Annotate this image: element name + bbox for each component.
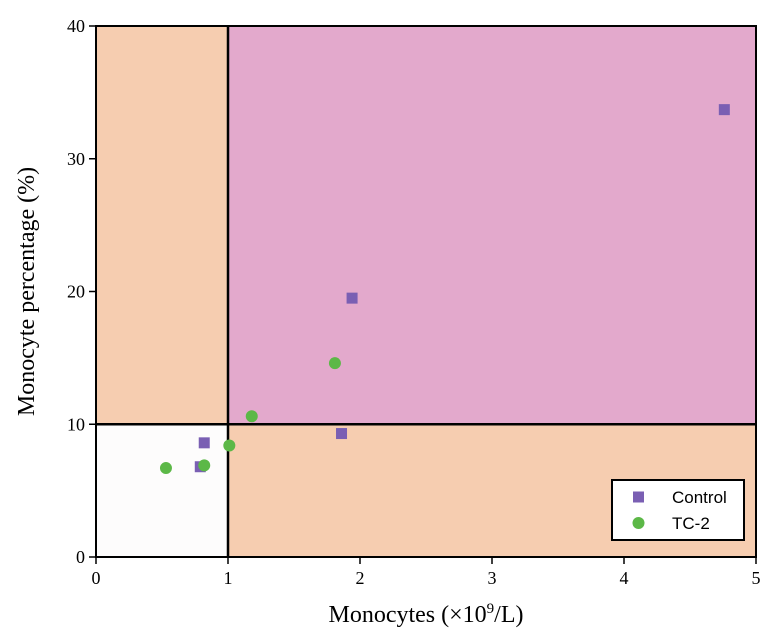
data-points <box>159 104 730 475</box>
x-tick-label: 1 <box>224 568 233 588</box>
legend-label-control: Control <box>672 488 727 507</box>
legend-label-tc-2: TC-2 <box>672 514 710 533</box>
x-tick-label: 2 <box>356 568 365 588</box>
x-axis-title-superscript: 9 <box>487 601 495 617</box>
point-tc-2 <box>198 459 211 472</box>
legend-marker-control <box>633 491 644 503</box>
x-tick-label: 5 <box>752 568 760 588</box>
x-axis-title-main: Monocytes (×10 <box>328 602 486 628</box>
x-axis-title-end: /L) <box>494 602 523 628</box>
point-tc-2 <box>245 410 258 423</box>
region-0 <box>96 26 228 425</box>
point-tc-2 <box>223 439 236 452</box>
x-axis-title: Monocytes (×109/L) <box>328 601 523 628</box>
point-control <box>336 428 348 440</box>
axis-ticks: 0 1 2 3 4 5 0 10 20 30 40 <box>67 16 760 588</box>
threshold-lines <box>96 26 756 557</box>
x-tick-label: 0 <box>92 568 101 588</box>
y-tick-label: 30 <box>67 149 85 169</box>
point-control <box>198 437 210 449</box>
legend-box <box>611 479 745 541</box>
y-axis-title: Monocyte percentage (%) <box>14 167 40 416</box>
point-control <box>718 104 730 116</box>
point-control <box>346 292 358 304</box>
threshold-regions <box>96 26 756 557</box>
x-tick-label: 4 <box>620 568 629 588</box>
y-tick-label: 10 <box>67 414 85 434</box>
legend: Control TC-2 <box>611 479 745 541</box>
point-tc-2 <box>328 357 341 370</box>
y-tick-label: 0 <box>76 547 85 567</box>
y-tick-label: 20 <box>67 282 85 302</box>
point-tc-2 <box>159 462 172 475</box>
region-1 <box>228 26 756 425</box>
x-tick-label: 3 <box>488 568 497 588</box>
y-tick-label: 40 <box>67 16 85 36</box>
legend-marker-tc-2 <box>632 517 645 529</box>
